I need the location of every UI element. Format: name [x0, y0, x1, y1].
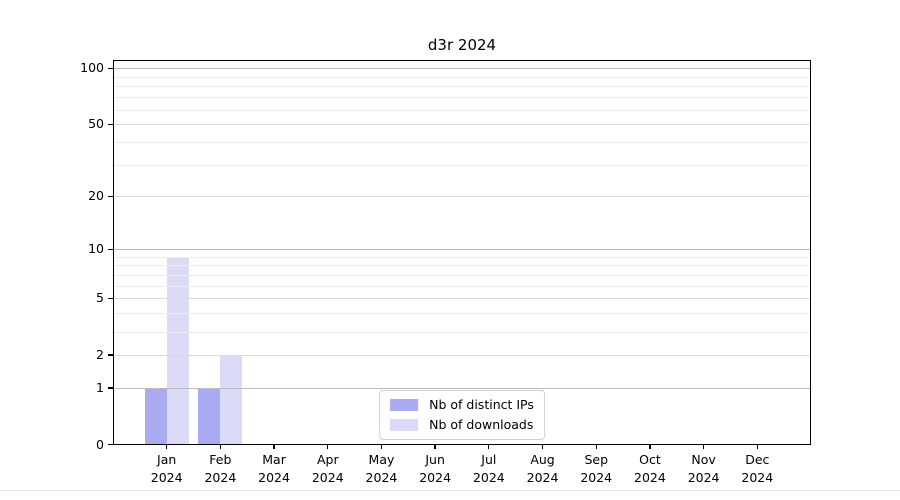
legend-entry: Nb of distinct IPs — [390, 397, 534, 412]
gridline-major — [114, 388, 810, 390]
y-tick-mark — [108, 354, 113, 356]
x-tick-month: Jan — [157, 452, 177, 467]
chart-title: d3r 2024 — [427, 36, 497, 54]
x-tick-year: 2024 — [634, 469, 666, 485]
x-tick-label: Feb 2024 — [190, 451, 250, 486]
y-tick-mark — [108, 195, 113, 198]
y-tick-label: 10 — [88, 241, 104, 257]
legend-entry: Nb of downloads — [390, 417, 534, 432]
x-tick-month: Oct — [639, 452, 661, 467]
x-tick-label: Dec 2024 — [727, 451, 787, 486]
x-tick-month: Mar — [262, 452, 286, 467]
y-tick-mark — [108, 67, 113, 70]
x-tick-year: 2024 — [741, 469, 774, 485]
y-tick-mark — [108, 297, 113, 300]
gridline-major — [114, 196, 810, 198]
x-tick-mark — [380, 444, 383, 449]
y-tick-label: 20 — [88, 188, 104, 204]
x-tick-mark — [702, 444, 705, 449]
bar-downloads-jan — [166, 256, 189, 445]
bottom-divider — [0, 490, 900, 491]
gridline-minor — [114, 97, 810, 99]
x-tick-year: 2024 — [311, 469, 344, 485]
legend-swatch — [390, 398, 419, 411]
legend-label: Nb of distinct IPs — [429, 397, 534, 412]
bar-distinct-ips-feb — [198, 388, 221, 445]
x-tick-label: Nov 2024 — [674, 451, 734, 486]
x-tick-month: Nov — [691, 452, 716, 467]
x-tick-year: 2024 — [365, 469, 398, 485]
x-tick-label: Oct 2024 — [620, 451, 680, 486]
gridline-minor — [114, 285, 810, 287]
gridline-minor — [114, 331, 810, 333]
x-tick-year: 2024 — [472, 469, 505, 485]
x-tick-year: 2024 — [419, 469, 452, 485]
x-tick-year: 2024 — [204, 469, 237, 485]
x-tick-mark — [219, 444, 221, 449]
y-tick-label: 1 — [96, 380, 104, 396]
x-tick-month: Dec — [745, 452, 770, 467]
x-tick-year: 2024 — [580, 469, 613, 485]
gridline-major — [114, 68, 810, 70]
gridline-minor — [114, 256, 810, 258]
x-tick-year: 2024 — [150, 469, 183, 485]
gridline-minor — [114, 275, 810, 277]
gridline-minor — [114, 164, 810, 166]
gridline-minor — [114, 76, 810, 78]
gridline-major — [114, 354, 810, 356]
gridline-minor — [114, 313, 810, 315]
plot-frame — [113, 60, 811, 445]
x-tick-month: Apr — [316, 452, 339, 467]
x-tick-month: Jun — [425, 452, 445, 467]
x-tick-mark — [434, 444, 436, 449]
x-tick-mark — [756, 444, 758, 449]
x-tick-year: 2024 — [687, 469, 720, 485]
x-tick-year: 2024 — [526, 469, 559, 485]
x-tick-label: Sep 2024 — [566, 451, 626, 486]
legend: Nb of distinct IPs Nb of downloads — [379, 390, 545, 440]
y-tick-mark — [108, 387, 113, 389]
bar-distinct-ips-jan — [144, 388, 167, 445]
x-tick-label: Jun 2024 — [405, 451, 465, 486]
x-tick-label: May 2024 — [351, 451, 411, 486]
y-tick-mark — [108, 123, 113, 125]
gridline-minor — [114, 86, 810, 88]
x-tick-mark — [327, 444, 329, 449]
gridline-minor — [114, 109, 810, 111]
x-tick-label: Jul 2024 — [459, 451, 519, 486]
gridline-major — [114, 249, 810, 251]
gridline-major — [114, 298, 810, 300]
gridline-minor — [114, 141, 810, 143]
x-tick-label: Aug 2024 — [513, 451, 573, 486]
y-tick-label: 0 — [96, 436, 104, 452]
x-tick-label: Jan 2024 — [137, 451, 197, 486]
x-tick-year: 2024 — [258, 469, 290, 485]
gridline-minor — [114, 265, 810, 267]
legend-label: Nb of downloads — [429, 417, 534, 432]
legend-swatch — [390, 418, 419, 431]
gridline-major — [114, 124, 810, 126]
y-tick-mark — [108, 443, 113, 446]
y-tick-label: 50 — [88, 116, 104, 132]
y-tick-label: 5 — [96, 290, 104, 306]
x-tick-mark — [595, 444, 597, 449]
x-tick-mark — [649, 444, 651, 449]
x-tick-mark — [273, 444, 275, 449]
x-tick-label: Mar 2024 — [244, 451, 304, 486]
y-tick-mark — [108, 248, 113, 250]
x-tick-month: Jul — [481, 452, 497, 467]
y-tick-label: 100 — [80, 60, 104, 76]
x-tick-month: May — [368, 452, 395, 467]
x-tick-month: Aug — [530, 452, 555, 467]
bar-downloads-feb — [220, 354, 243, 445]
x-tick-label: Apr 2024 — [298, 451, 358, 486]
y-tick-label: 2 — [96, 346, 104, 362]
x-tick-month: Feb — [209, 452, 232, 467]
x-tick-mark — [541, 444, 544, 449]
x-tick-mark — [488, 444, 490, 449]
x-tick-mark — [165, 444, 168, 449]
x-tick-month: Sep — [584, 452, 608, 467]
